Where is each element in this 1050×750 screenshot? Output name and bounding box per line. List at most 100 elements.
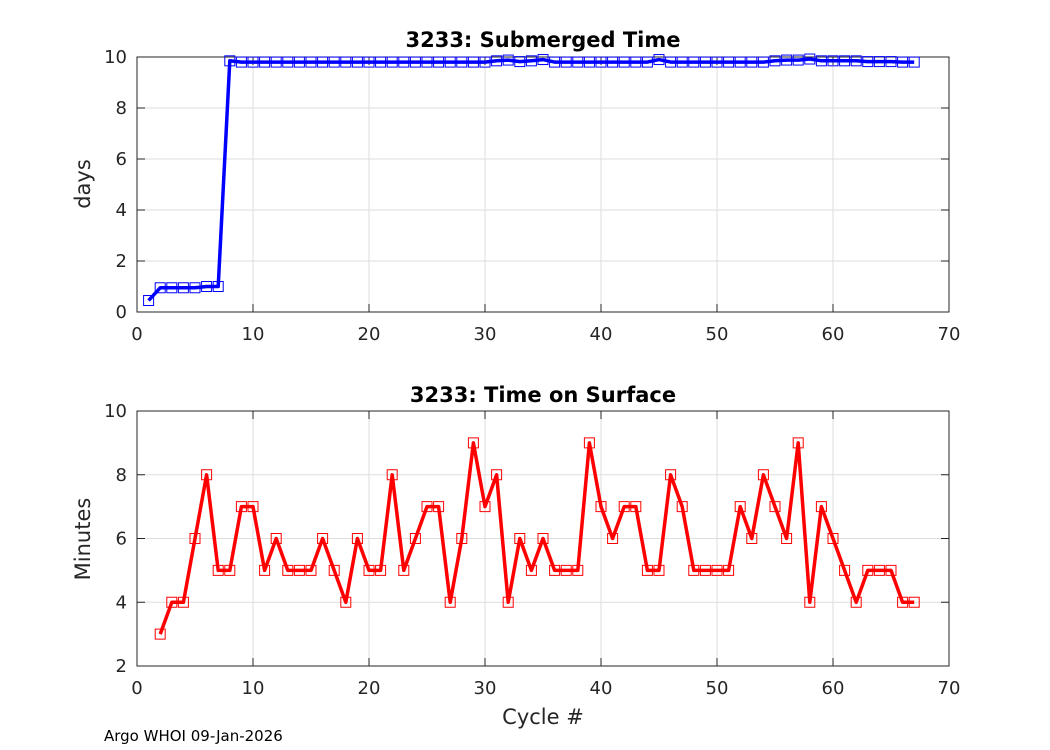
data-point-marker (688, 56, 700, 68)
data-point-marker (734, 501, 746, 513)
data-point-marker (409, 56, 421, 68)
x-tick-label: 50 (706, 678, 729, 699)
data-point-marker (201, 469, 213, 481)
data-point-marker (305, 56, 317, 68)
data-point-marker (897, 56, 909, 68)
data-point-marker (305, 564, 317, 576)
data-point-marker (908, 596, 920, 608)
data-point-marker (502, 596, 514, 608)
x-tick-label: 50 (706, 324, 729, 345)
data-point-marker (699, 564, 711, 576)
data-point-marker (583, 437, 595, 449)
x-tick-label: 0 (131, 324, 142, 345)
data-point-marker (618, 56, 630, 68)
data-point-marker (247, 56, 259, 68)
data-point-marker (560, 564, 572, 576)
x-axis-label: Cycle # (502, 705, 584, 729)
data-point-marker (154, 628, 166, 640)
data-point-marker (572, 56, 584, 68)
data-point-marker (595, 56, 607, 68)
data-point-marker (177, 282, 189, 294)
data-point-marker (154, 282, 166, 294)
data-point-marker (293, 564, 305, 576)
data-point-marker (363, 56, 375, 68)
data-point-marker (514, 533, 526, 544)
data-point-marker (757, 469, 769, 481)
data-point-marker (676, 56, 688, 68)
data-point-marker (723, 564, 735, 576)
data-point-marker (699, 56, 711, 68)
data-point-marker (827, 55, 839, 67)
data-point-marker (363, 564, 375, 576)
data-point-marker (525, 55, 537, 67)
data-point-marker (525, 564, 537, 576)
y-tick-label: 4 (116, 592, 127, 613)
data-point-marker (781, 54, 793, 66)
x-tick-label: 70 (938, 324, 961, 345)
data-point-marker (491, 469, 503, 481)
data-point-marker (456, 533, 468, 544)
data-point-marker (189, 533, 201, 544)
data-point-marker (665, 469, 677, 481)
series-line (147, 57, 915, 302)
data-point-marker (177, 596, 189, 608)
data-point-marker (340, 596, 352, 608)
data-point-marker (409, 533, 421, 544)
data-point-marker (549, 56, 561, 68)
data-point-marker (723, 56, 735, 68)
data-point-marker (711, 56, 723, 68)
data-point-marker (375, 564, 387, 576)
data-point-marker (618, 501, 630, 513)
data-point-marker (908, 56, 920, 68)
data-point-marker (479, 501, 491, 513)
data-point-marker (398, 56, 410, 68)
data-point-marker (433, 56, 445, 68)
chart-title: 3233: Time on Surface (410, 383, 676, 407)
data-point-marker (873, 564, 885, 576)
x-tick-label: 40 (590, 324, 613, 345)
data-point-marker (293, 56, 305, 68)
data-point-marker (572, 564, 584, 576)
data-point-marker (514, 56, 526, 68)
data-point-marker (444, 56, 456, 68)
data-point-marker (862, 564, 874, 576)
data-point-marker (595, 501, 607, 513)
data-point-marker (421, 56, 433, 68)
data-point-marker (270, 533, 282, 544)
data-point-marker (885, 564, 897, 576)
data-point-marker (282, 564, 294, 576)
data-point-marker (665, 56, 677, 68)
data-point-marker (769, 501, 781, 513)
y-tick-label: 4 (116, 200, 127, 221)
data-point-marker (873, 56, 885, 68)
data-point-marker (247, 501, 259, 513)
data-point-marker (340, 56, 352, 68)
y-tick-label: 8 (116, 98, 127, 119)
y-tick-label: 2 (116, 656, 127, 677)
data-point-marker (711, 564, 723, 576)
data-point-marker (688, 564, 700, 576)
data-point-marker (769, 55, 781, 67)
data-point-marker (549, 564, 561, 576)
data-point-marker (804, 53, 816, 65)
data-point-marker (850, 55, 862, 67)
data-point-marker (827, 533, 839, 544)
data-point-marker (537, 54, 549, 66)
x-tick-label: 40 (590, 678, 613, 699)
data-point-marker (456, 56, 468, 68)
data-point-marker (537, 533, 549, 544)
data-point-marker (143, 295, 155, 307)
data-point-marker (166, 596, 178, 608)
data-point-marker (328, 56, 340, 68)
data-point-marker (653, 564, 665, 576)
x-tick-label: 20 (358, 678, 381, 699)
data-point-marker (839, 564, 851, 576)
data-point-marker (317, 56, 329, 68)
data-point-marker (375, 56, 387, 68)
plot-area (136, 56, 950, 313)
data-point-marker (583, 56, 595, 68)
data-point-marker (653, 54, 665, 66)
x-tick-label: 60 (822, 678, 845, 699)
data-point-marker (815, 501, 827, 513)
